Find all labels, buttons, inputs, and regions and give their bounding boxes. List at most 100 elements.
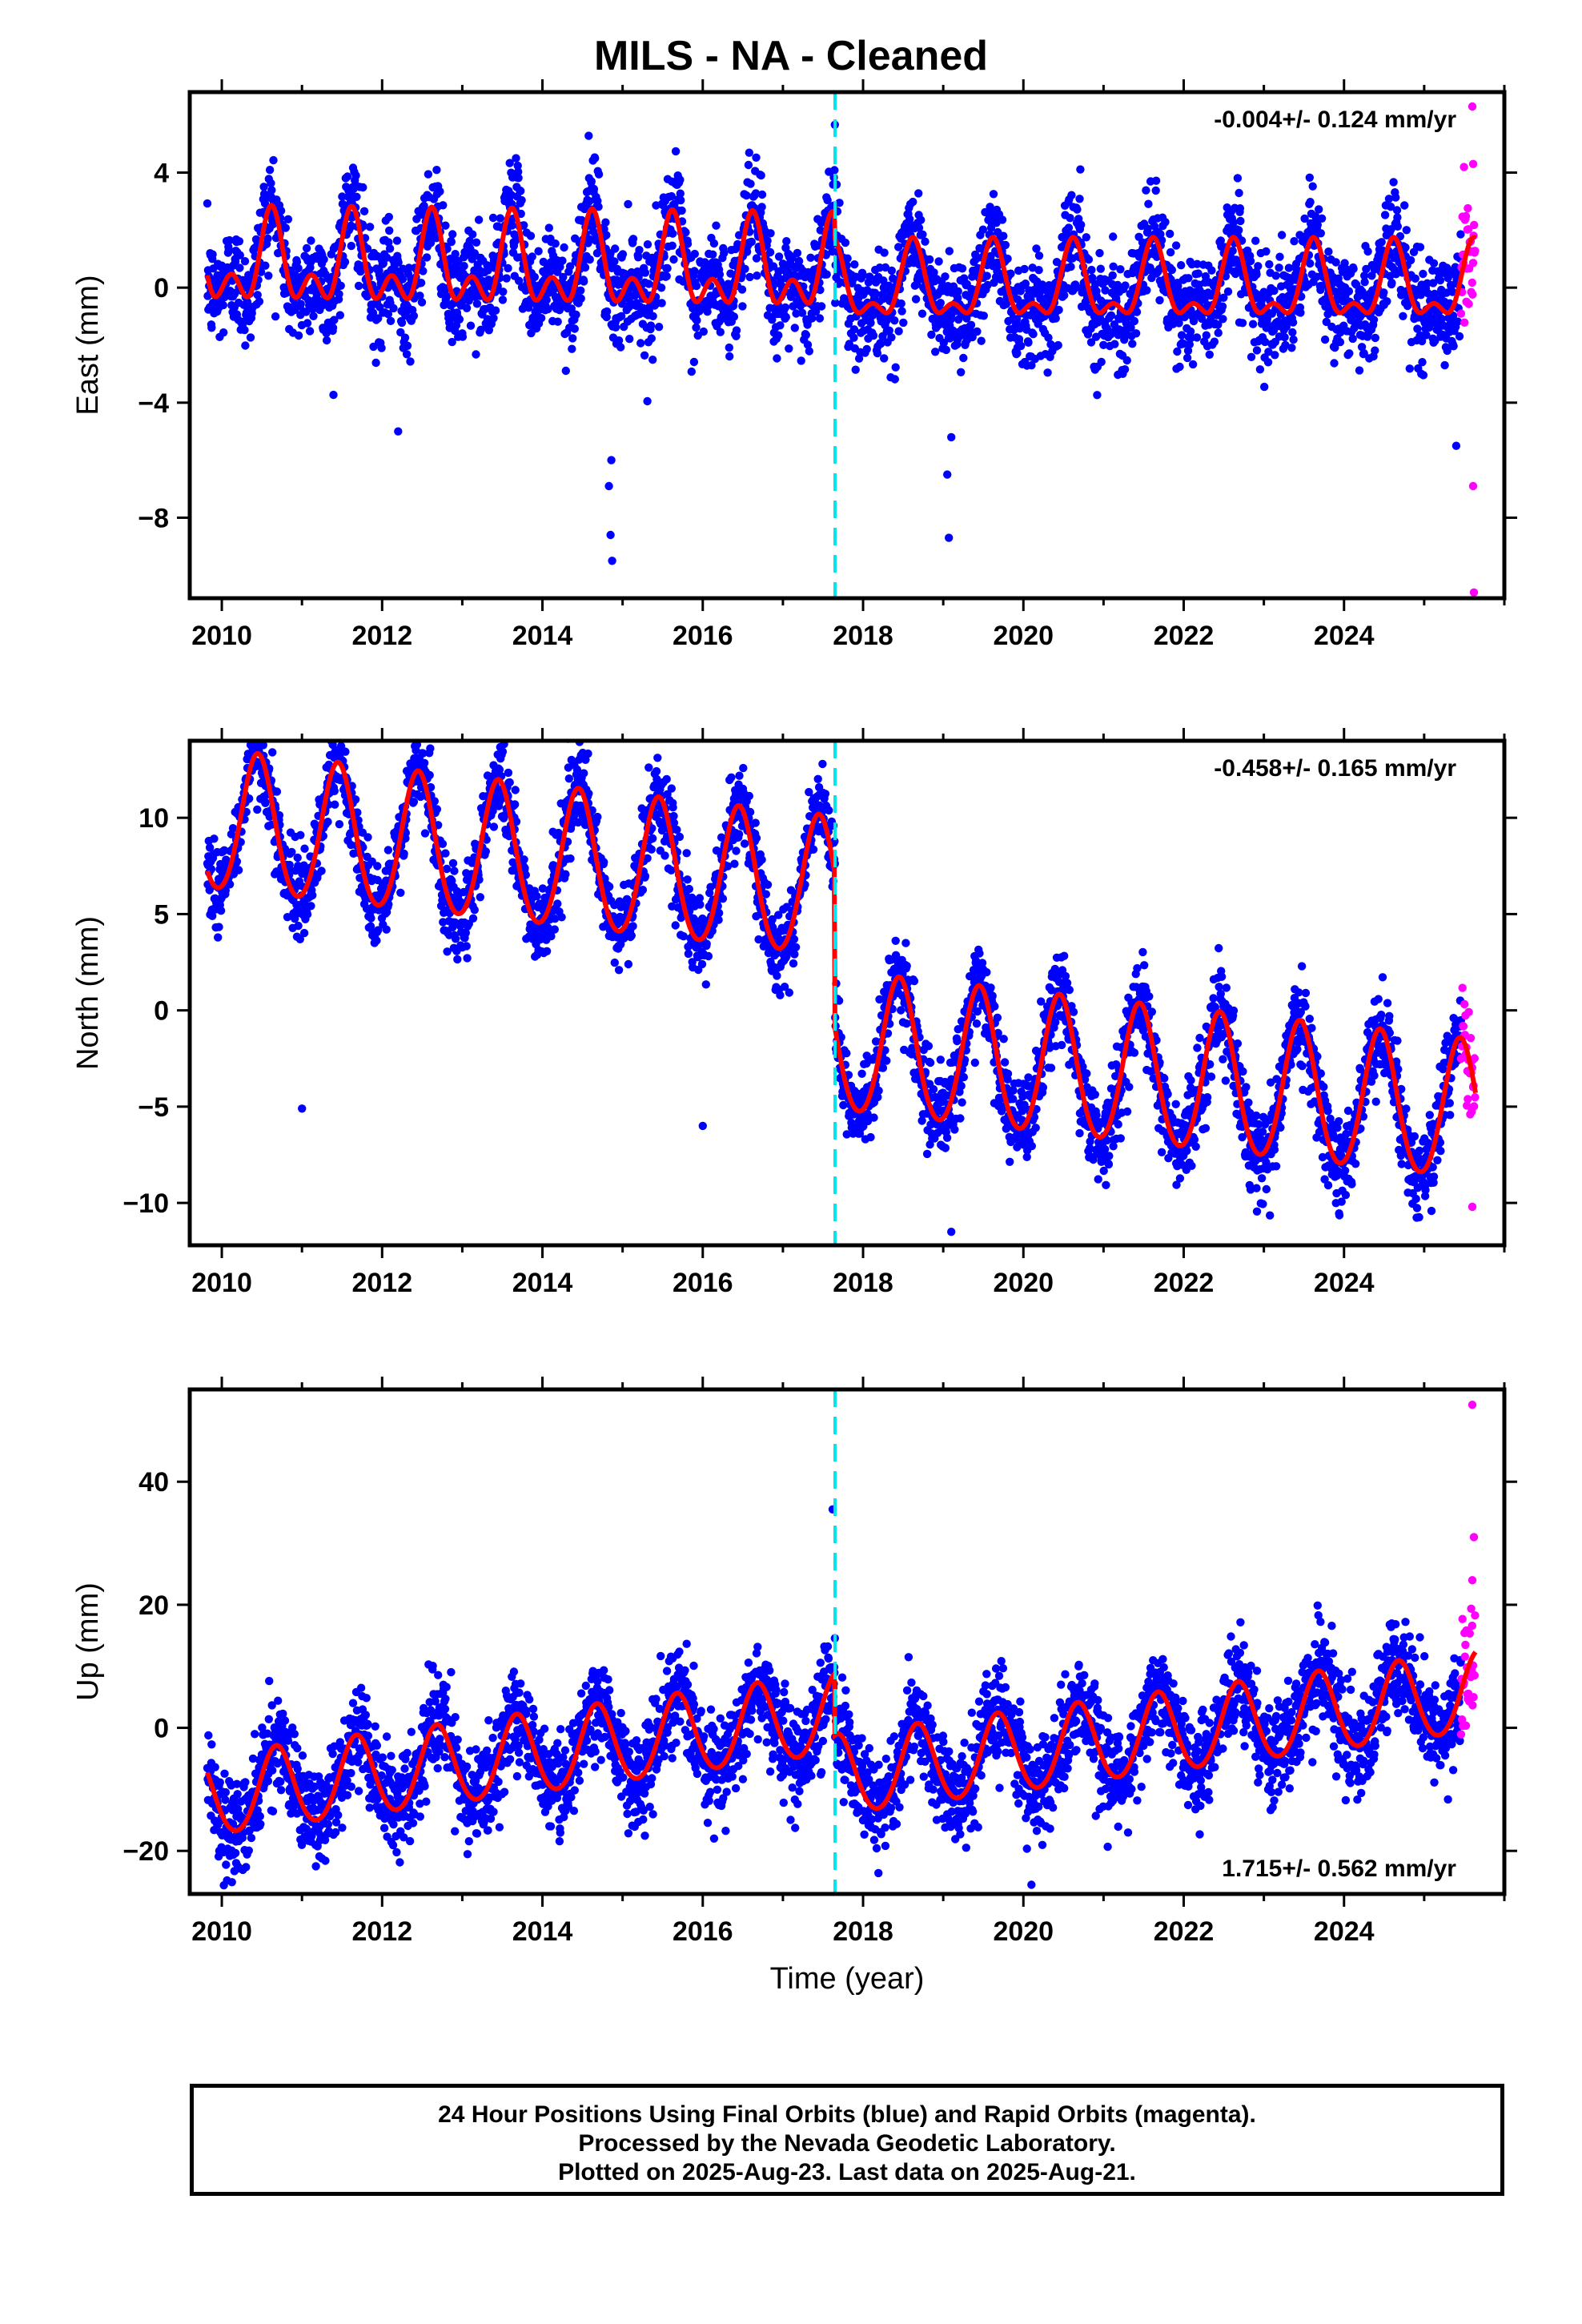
east-data-point (648, 312, 657, 320)
east-data-point (801, 331, 810, 340)
east-data-point (314, 296, 323, 304)
east-data-point (219, 300, 227, 310)
east-data-point (643, 240, 652, 249)
east-data-point (841, 238, 850, 247)
east-data-point (514, 167, 523, 176)
east-data-point (1064, 223, 1074, 232)
east-data-point (303, 319, 312, 328)
east-data-point (822, 270, 831, 279)
east-data-point (1024, 338, 1033, 347)
east-data-point (689, 357, 699, 367)
east-data-point (1413, 324, 1422, 333)
north-data-point (557, 913, 566, 922)
east-data-point (914, 189, 923, 198)
east-data-point (1453, 317, 1463, 326)
east-data-point (240, 325, 249, 335)
east-data-point (542, 296, 551, 304)
north-data-point (624, 959, 633, 969)
east-data-point (269, 155, 278, 165)
east-data-point (942, 345, 951, 355)
north-data-point (339, 726, 347, 734)
east-data-point (757, 171, 765, 180)
east-data-point (628, 235, 638, 243)
east-rapid-point (1464, 225, 1473, 234)
north-data-point (254, 728, 262, 736)
east-data-point (386, 316, 396, 325)
east-data-point (382, 253, 391, 262)
east-data-point (207, 324, 216, 332)
east-data-point (1034, 251, 1044, 260)
east-data-point (409, 312, 419, 320)
north-data-point (511, 786, 520, 794)
east-data-point (1017, 341, 1026, 351)
east-data-point (1371, 346, 1379, 355)
east-data-point (738, 302, 747, 311)
north-data-point (438, 839, 448, 849)
east-data-point (806, 253, 815, 262)
east-data-point (777, 275, 786, 284)
east-data-point (1275, 252, 1284, 261)
east-data-point (328, 324, 338, 332)
east-data-point (247, 309, 256, 318)
east-data-point (1108, 271, 1117, 280)
east-data-point (683, 239, 693, 248)
east-data-point (648, 356, 657, 364)
east-data-point (1077, 220, 1086, 229)
east-data-point (1214, 328, 1223, 337)
east-data-point (1161, 218, 1170, 227)
east-data-point (1392, 206, 1402, 215)
east-data-point (930, 268, 938, 277)
east-data-point (512, 154, 520, 163)
east-data-point (1086, 338, 1096, 347)
east-data-point (1371, 333, 1380, 343)
east-data-point (241, 341, 250, 350)
east-data-point (1280, 332, 1289, 342)
east-data-point (676, 189, 685, 198)
page-title: MILS - NA - Cleaned (593, 33, 989, 79)
east-data-point (1262, 247, 1271, 256)
east-x-tick-label: 2020 (993, 621, 1054, 651)
east-data-point (625, 335, 634, 344)
east-data-point (389, 304, 398, 313)
east-data-point (611, 323, 620, 332)
east-data-point (753, 271, 761, 280)
north-data-point (300, 844, 309, 853)
east-data-point (551, 239, 560, 248)
east-data-point (624, 199, 632, 209)
east-data-point (296, 300, 305, 308)
east-data-point (514, 174, 523, 183)
east-data-point (1155, 296, 1164, 305)
east-data-point (225, 235, 234, 245)
east-data-point (439, 201, 448, 210)
north-data-point (498, 747, 508, 756)
east-data-point (1235, 188, 1243, 198)
north-data-point (425, 770, 434, 780)
north-data-point (296, 830, 305, 840)
east-data-point (1027, 361, 1036, 370)
east-data-point (1322, 317, 1331, 327)
east-data-point (703, 308, 712, 316)
east-data-point (877, 340, 885, 348)
east-data-point (1143, 224, 1152, 233)
east-data-point (403, 341, 412, 350)
east-data-point (330, 316, 339, 324)
east-data-point (647, 334, 656, 343)
east-data-point (1255, 365, 1265, 374)
east-data-point (417, 298, 427, 307)
east-y-tick-label: 4 (154, 159, 169, 189)
east-data-point (823, 195, 832, 205)
east-data-point (862, 344, 871, 354)
north-data-point (367, 914, 375, 923)
east-data-point (692, 323, 701, 332)
east-data-point (472, 350, 480, 359)
north-data-point (216, 907, 226, 915)
east-data-point (422, 253, 432, 262)
east-data-point (732, 326, 741, 335)
east-data-point (966, 320, 976, 329)
north-data-point (308, 891, 317, 900)
east-data-point (1456, 230, 1465, 239)
east-data-point (1308, 182, 1317, 191)
east-data-point (347, 241, 355, 251)
east-data-point (559, 272, 568, 282)
east-data-point (385, 244, 395, 253)
